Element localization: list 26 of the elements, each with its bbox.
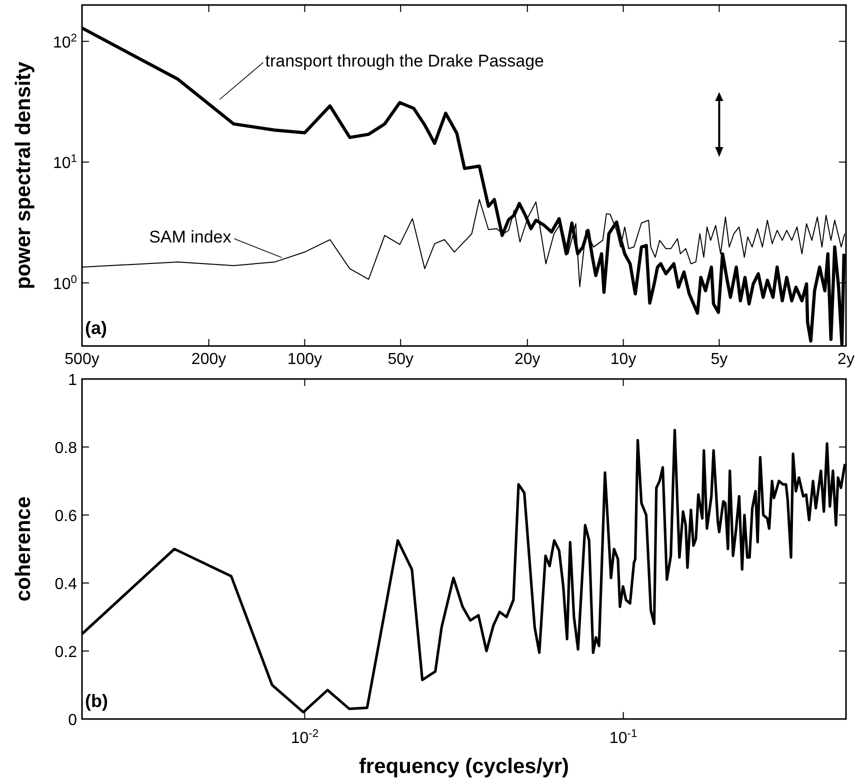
x-tick-label: 100y — [287, 351, 322, 368]
y-tick-label: 10$^{0}$ — [52, 274, 77, 293]
text: transport through the Drake Passage — [265, 51, 544, 70]
x-tick-label: 2y — [838, 351, 854, 368]
y-axis-title: coherence — [12, 496, 35, 602]
annotation: (a) — [85, 318, 108, 338]
x-tick-label: 5y — [710, 351, 728, 368]
x-tick-label: 10$^{-1}$ — [609, 728, 638, 747]
y-tick-label: 10$^{2}$ — [52, 32, 77, 52]
x-tick-label: 20y — [514, 351, 540, 368]
annotation: (b) — [85, 691, 108, 711]
y-tick-label: 0.2 — [54, 644, 78, 661]
y-tick-label: 10$^{1}$ — [52, 153, 77, 172]
y-axis-title: power spectral density — [12, 61, 35, 290]
x-tick-label: 10$^{-2}$ — [290, 728, 319, 747]
x-tick-label: 500y — [64, 351, 100, 368]
x-tick-label: 200y — [191, 351, 226, 368]
x-tick-label: 50y — [388, 351, 414, 368]
y-tick-label: 0.6 — [54, 508, 78, 525]
y-tick-label: 1 — [68, 372, 78, 389]
x-axis-title: frequency (cycles/yr) — [358, 755, 570, 778]
y-tick-label: 0.8 — [54, 440, 78, 457]
legend-label: SAM index — [149, 228, 232, 247]
y-tick-label: 0 — [68, 712, 78, 729]
x-tick-label: 10y — [610, 351, 636, 368]
y-tick-label: 0.4 — [54, 576, 78, 593]
